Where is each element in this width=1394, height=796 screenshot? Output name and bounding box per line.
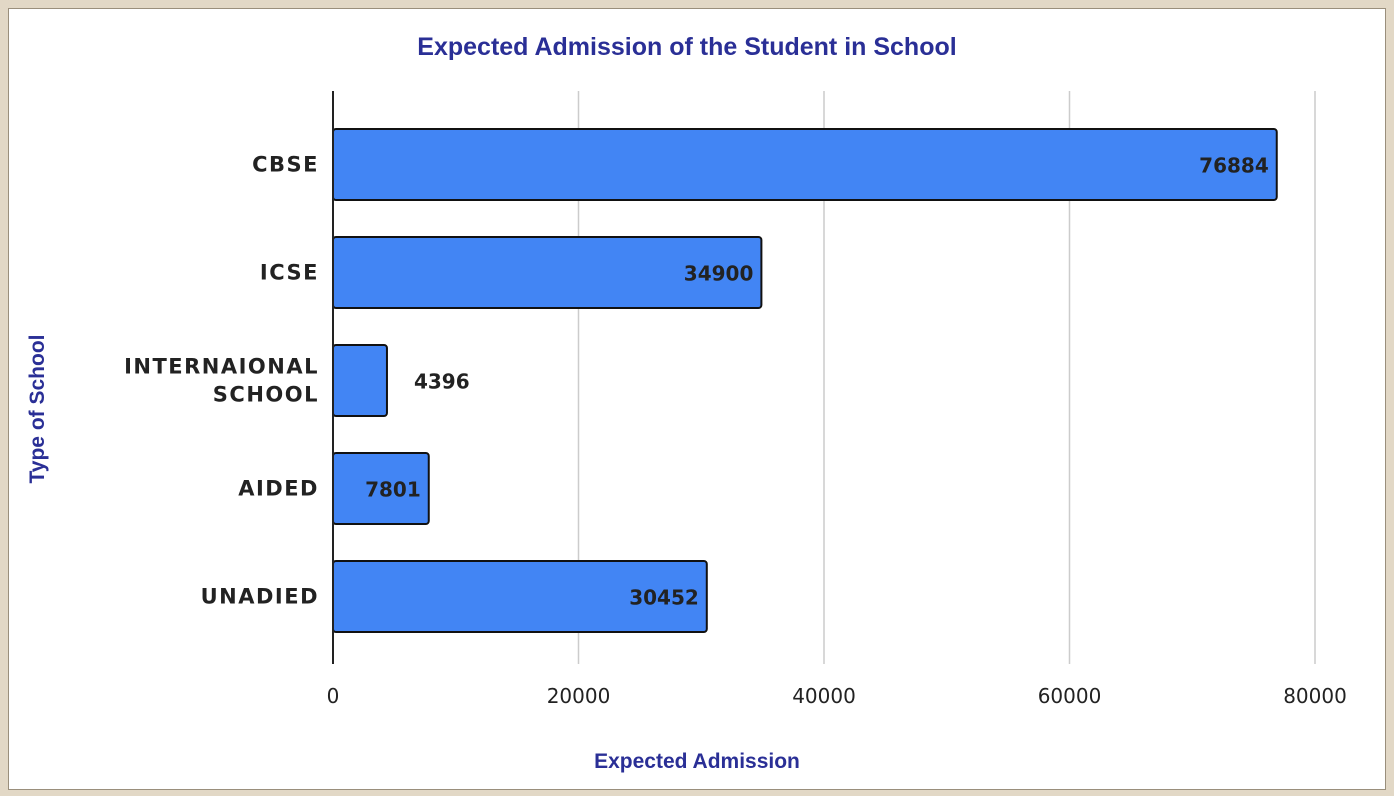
value-label: 34900 — [684, 262, 754, 286]
value-labels: 76884 34900 4396 7801 30452 — [365, 154, 1269, 610]
x-tick-label: 40000 — [792, 684, 856, 708]
bar — [332, 344, 388, 417]
x-tick-label: 0 — [327, 684, 340, 708]
category-label: ICSE — [260, 261, 319, 285]
category-label: UNADIED — [201, 585, 319, 609]
category-label: AIDED — [238, 477, 319, 501]
x-tick-labels: 0 20000 40000 60000 80000 — [327, 684, 1347, 708]
x-axis-title: Expected Admission — [594, 750, 800, 773]
bar-chart: CBSE ICSE INTERNAIONAL SCHOOL AIDED UNADIED 0… — [26, 33, 1347, 773]
bar — [332, 128, 1278, 201]
value-label: 7801 — [365, 478, 421, 502]
value-label: 4396 — [414, 370, 470, 394]
value-label: 30452 — [629, 586, 699, 610]
x-tick-label: 60000 — [1038, 684, 1102, 708]
category-label: INTERNAIONAL — [124, 355, 319, 379]
bars — [332, 128, 1278, 633]
x-tick-label: 20000 — [547, 684, 611, 708]
category-label: SCHOOL — [213, 383, 319, 407]
category-label: CBSE — [252, 153, 319, 177]
chart-frame: CBSE ICSE INTERNAIONAL SCHOOL AIDED UNADIED 0… — [8, 8, 1386, 790]
category-labels: CBSE ICSE INTERNAIONAL SCHOOL AIDED UNADIED — [124, 153, 319, 609]
chart-title: Expected Admission of the Student in Sch… — [417, 33, 956, 61]
value-label: 76884 — [1199, 154, 1269, 178]
x-tick-label: 80000 — [1283, 684, 1347, 708]
y-axis-title: Type of School — [26, 335, 49, 484]
